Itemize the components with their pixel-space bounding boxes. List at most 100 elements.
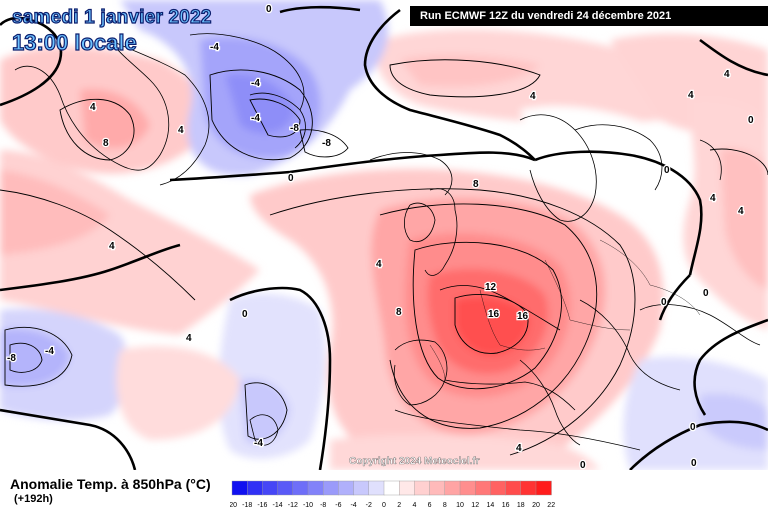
legend-swatch bbox=[307, 480, 324, 496]
legend-swatch bbox=[338, 480, 355, 496]
contour-label-0-scandinavia: 0 bbox=[664, 165, 670, 176]
legend-swatch bbox=[535, 480, 552, 496]
zero-contours bbox=[0, 5, 768, 470]
contour-label-16-france: 16 bbox=[488, 309, 500, 320]
contour-label-4-scandinavia-west: 4 bbox=[688, 90, 694, 101]
coast-norway bbox=[519, 114, 597, 222]
legend-swatch bbox=[262, 480, 279, 496]
border-france-germany bbox=[479, 289, 501, 346]
legend-tick-label: 18 bbox=[517, 502, 525, 509]
zero-line-ukraine bbox=[658, 274, 691, 321]
legend-tick-label: 14 bbox=[487, 502, 495, 509]
legend-tick-label: 4 bbox=[412, 502, 416, 509]
zero-line-atlantic bbox=[169, 151, 536, 182]
contour-label-4-africa: 4 bbox=[516, 443, 522, 454]
zero-line-southwest bbox=[0, 408, 137, 470]
legend-tick-label: -16 bbox=[257, 502, 267, 509]
legend-swatch bbox=[322, 480, 339, 496]
legend-swatch bbox=[505, 480, 522, 496]
contour-label-minus4-baffin: -4 bbox=[210, 42, 219, 53]
contour-minus8-arctic-b bbox=[299, 129, 349, 158]
coast-arctic-islands bbox=[189, 33, 305, 111]
legend-tick-label: 12 bbox=[471, 502, 479, 509]
contour-label-4-barents: 4 bbox=[724, 69, 730, 80]
contour-label-8-north-sea: 8 bbox=[473, 179, 479, 190]
legend-ticks: -20-18-16-14-12-10-8-6-4-202468101214161… bbox=[230, 502, 555, 509]
contour-label-minus8-arctic-b: -8 bbox=[322, 138, 331, 149]
run-info-banner: Run ECMWF 12Z du vendredi 24 décembre 20… bbox=[410, 6, 768, 26]
legend-tick-label: 20 bbox=[532, 502, 540, 509]
legend-tick-label: -20 bbox=[230, 502, 237, 509]
zero-line-west-atlantic bbox=[0, 243, 181, 292]
contour-4-europe bbox=[269, 188, 636, 456]
contour-label-0-ukraine: 0 bbox=[703, 288, 709, 299]
legend-tick-label: 2 bbox=[397, 502, 401, 509]
legend-swatch bbox=[444, 480, 461, 496]
legend-tick-label: -14 bbox=[273, 502, 283, 509]
coast-greenland-east bbox=[109, 39, 210, 186]
legend-swatch bbox=[459, 480, 476, 496]
coast-mediterranean-north bbox=[444, 379, 576, 411]
contour-label-minus4-arctic-b: -4 bbox=[251, 113, 260, 124]
zero-line-east-med bbox=[629, 420, 768, 470]
legend-swatch bbox=[292, 480, 309, 496]
legend-swatches bbox=[231, 480, 552, 496]
variable-label: Anomalie Temp. à 850hPa (°C) bbox=[10, 476, 211, 492]
contour-label-4-scandinavia-north: 4 bbox=[530, 91, 536, 102]
zero-line-arctic-top bbox=[279, 5, 361, 14]
contour-label-4-russia: 4 bbox=[710, 193, 716, 204]
contour-label-0-turkey: 0 bbox=[691, 458, 697, 469]
valid-date-title: samedi 1 janvier 2022 bbox=[11, 6, 212, 28]
contour-12-europe bbox=[412, 241, 562, 390]
border-baltic bbox=[599, 239, 651, 286]
coast-britain bbox=[424, 188, 458, 276]
legend-tick-label: 16 bbox=[502, 502, 510, 509]
legend-swatch bbox=[474, 480, 491, 496]
contour-label-0-atlantic-north: 0 bbox=[288, 173, 294, 184]
contour-4-russia bbox=[709, 148, 768, 176]
contour-labels: 0 -4 4 8 4 -4 -4 -8 -8 0 4 4 4 0 0 4 4 8… bbox=[6, 3, 756, 470]
contour-minus8-atlantic bbox=[9, 342, 43, 373]
color-legend: -20-18-16-14-12-10-8-6-4-202468101214161… bbox=[230, 480, 555, 509]
copyright-watermark: Copyright 2024 Meteociel.fr bbox=[349, 456, 480, 467]
contour-minus4-mid-atlantic bbox=[244, 382, 288, 440]
anomaly-map: 0 -4 4 8 4 -4 -4 -8 -8 0 4 4 4 0 0 4 4 8… bbox=[0, 0, 768, 470]
contour-label-8-biscay: 8 bbox=[396, 307, 402, 318]
zero-line-arctic-east bbox=[699, 38, 768, 77]
zero-line-mid-atlantic bbox=[229, 286, 332, 470]
legend-tick-label: -6 bbox=[335, 502, 341, 509]
contour-label-4-atlantic-southwest: 4 bbox=[186, 333, 192, 344]
border-ukraine bbox=[649, 284, 701, 316]
contour-4-arctic-north bbox=[389, 59, 541, 98]
contour-label-0-greece: 0 bbox=[690, 422, 696, 433]
legend-swatch bbox=[429, 480, 446, 496]
contour-label-4-russia-south: 4 bbox=[738, 206, 744, 217]
legend-swatch bbox=[383, 480, 400, 496]
coast-sweden-finland bbox=[574, 124, 663, 191]
valid-time-title: 13:00 locale bbox=[11, 29, 137, 55]
anomaly-shading bbox=[0, 0, 768, 470]
zero-line-scandinavia bbox=[534, 150, 703, 276]
legend-swatch bbox=[368, 480, 385, 496]
border-central-east bbox=[569, 319, 631, 331]
coastlines bbox=[14, 33, 761, 451]
contour-label-minus8-arctic-a: -8 bbox=[290, 123, 299, 134]
legend-tick-label: -18 bbox=[242, 502, 252, 509]
legend-tick-label: 22 bbox=[547, 502, 555, 509]
contour-label-minus8-atlantic-west: -8 bbox=[7, 353, 16, 364]
zero-line-black-sea bbox=[693, 318, 768, 416]
contour-label-8-greenland: 8 bbox=[103, 138, 109, 149]
coast-ireland bbox=[403, 202, 436, 242]
contour-label-minus4-arctic-a: -4 bbox=[251, 78, 260, 89]
coast-north-africa bbox=[394, 409, 641, 451]
legend-tick-label: -4 bbox=[350, 502, 356, 509]
contour-label-4-greenland: 4 bbox=[90, 102, 96, 113]
zero-line-greenland bbox=[0, 16, 63, 107]
legend-swatch bbox=[277, 480, 294, 496]
legend-swatch bbox=[520, 480, 537, 496]
contour-16-europe bbox=[454, 294, 529, 354]
contour-label-0-russia-west: 0 bbox=[748, 115, 754, 126]
legend-swatch bbox=[247, 480, 263, 496]
legend-swatch bbox=[414, 480, 431, 496]
